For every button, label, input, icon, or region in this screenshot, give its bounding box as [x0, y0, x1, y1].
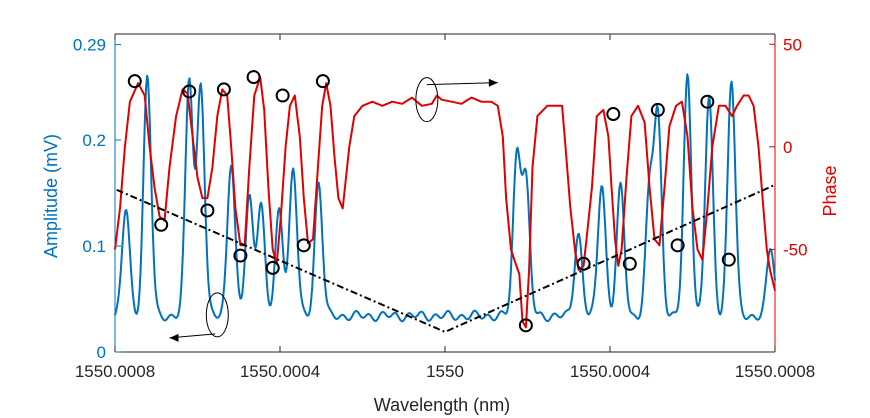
plot-frame	[114, 33, 776, 353]
phase-marker-circle	[315, 74, 330, 89]
marker-layer	[127, 70, 736, 333]
x-axis-label: Wavelength (nm)	[374, 395, 510, 415]
annotation-layer	[169, 77, 498, 342]
phase-marker-circle	[200, 203, 215, 218]
amplitude-series-layer	[114, 73, 776, 323]
y-tick-label-left: 0.2	[82, 131, 106, 150]
envelope-dash-dot-line	[116, 184, 774, 333]
phase-marker-circle	[154, 217, 169, 232]
x-tick-label: 1550.0004	[240, 362, 320, 381]
phase-axis-pointer-arrow-head	[488, 78, 498, 87]
axes-layer: 1550.0008 1550.0004 1550 1550.0004 1550.0008…	[73, 34, 815, 381]
phase-axis-pointer-ellipse	[415, 77, 439, 123]
phase-marker-circle	[246, 70, 261, 85]
envelope-layer	[116, 184, 774, 333]
y-tick-label-right: -50	[783, 240, 808, 259]
amplitude-axis-pointer-arrow-head	[169, 333, 179, 342]
phase-marker-circle	[650, 102, 665, 117]
phase-axis-pointer-arrow-shaft	[426, 82, 498, 86]
x-tick-label: 1550.0008	[735, 362, 815, 381]
phase-marker-circle	[233, 248, 248, 263]
x-tick-label: 1550.0008	[75, 362, 155, 381]
x-tick-label: 1550	[426, 362, 464, 381]
phase-marker-circle	[518, 318, 533, 333]
phase-line	[114, 76, 776, 329]
y-tick-label-left: 0.1	[82, 237, 106, 256]
phase-marker-circle	[606, 107, 621, 122]
y-axis-label-left: Amplitude (mV)	[41, 134, 61, 258]
phase-marker-circle	[127, 74, 142, 89]
phase-marker-circle	[721, 252, 736, 267]
y-axis-label-right: Phase	[820, 165, 840, 216]
phase-marker-circle	[700, 94, 715, 109]
phase-marker-circle	[670, 238, 685, 253]
phase-marker-circle	[622, 256, 637, 271]
y-tick-label-left: 0	[97, 343, 106, 362]
y-tick-label-right: 0	[783, 138, 792, 157]
amplitude-line	[114, 73, 776, 323]
x-tick-label: 1550.0004	[570, 362, 650, 381]
amplitude-axis-pointer-ellipse	[205, 292, 229, 338]
phase-marker-circle	[216, 82, 231, 97]
phase-marker-circle	[296, 238, 311, 253]
phase-series-layer	[114, 76, 776, 329]
y-tick-label-right: 50	[783, 35, 802, 54]
phase-marker-circle	[275, 88, 290, 103]
y-tick-label-left: 0.29	[73, 36, 106, 55]
phase-marker-circle	[182, 84, 197, 99]
phase-marker-circle	[576, 256, 591, 271]
phase-marker-circle	[265, 260, 280, 275]
